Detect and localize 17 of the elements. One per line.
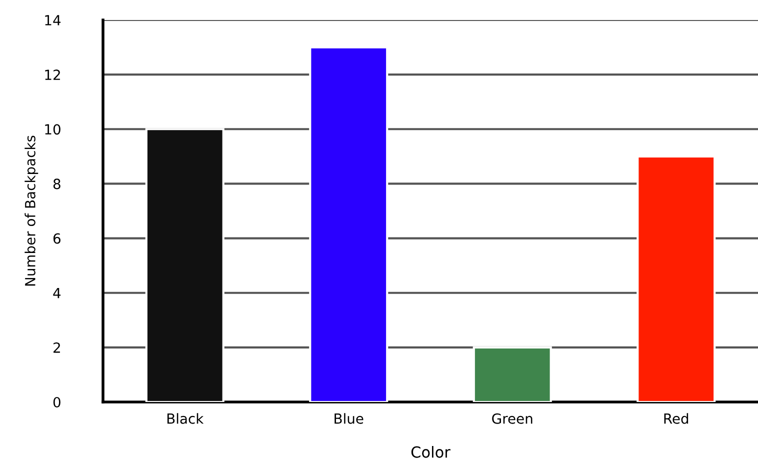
- y-tick-label: 0: [53, 396, 60, 408]
- x-tick-label: Blue: [334, 413, 364, 424]
- y-tick-label: 2: [54, 342, 60, 353]
- y-tick-label: 6: [53, 233, 60, 244]
- x-tick-label: Green: [492, 413, 532, 424]
- x-tick-label: Black: [167, 413, 204, 424]
- y-axis-title: Number of Backpacks: [24, 136, 38, 286]
- y-tick-label: 10: [45, 124, 60, 135]
- y-tick-label: 4: [53, 288, 61, 298]
- x-tick-label: Red: [664, 413, 688, 424]
- y-tick-label: 12: [45, 70, 60, 80]
- y-tick-label: 14: [45, 15, 61, 26]
- x-axis-title: Color: [411, 446, 450, 458]
- bar: [309, 46, 388, 402]
- y-tick-label: 8: [53, 178, 60, 190]
- bar: [145, 128, 224, 402]
- bar: [472, 346, 552, 402]
